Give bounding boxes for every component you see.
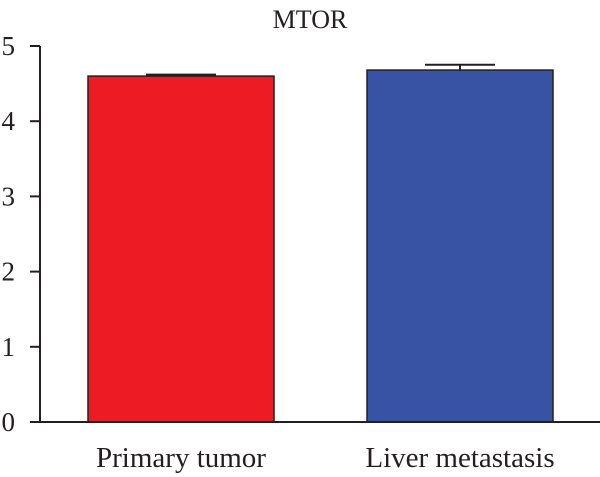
x-category-label-1: Primary tumor bbox=[96, 442, 266, 474]
y-tick-label-5: 5 bbox=[2, 31, 16, 61]
y-tick-label-0: 0 bbox=[2, 407, 16, 437]
y-tick-label-4: 4 bbox=[2, 106, 16, 136]
bar-1 bbox=[87, 75, 275, 423]
bars-layer bbox=[87, 63, 554, 423]
x-category-label-2: Liver metastasis bbox=[365, 442, 554, 474]
bar-2 bbox=[366, 69, 554, 423]
y-tick-label-3: 3 bbox=[2, 181, 16, 211]
y-tick-label-2: 2 bbox=[2, 257, 16, 287]
axes-layer: 0 1 2 3 4 5 Primary tumor Liver metastasis bbox=[2, 31, 600, 474]
y-tick-label-1: 1 bbox=[2, 332, 16, 362]
chart-title: MTOR bbox=[273, 5, 348, 34]
